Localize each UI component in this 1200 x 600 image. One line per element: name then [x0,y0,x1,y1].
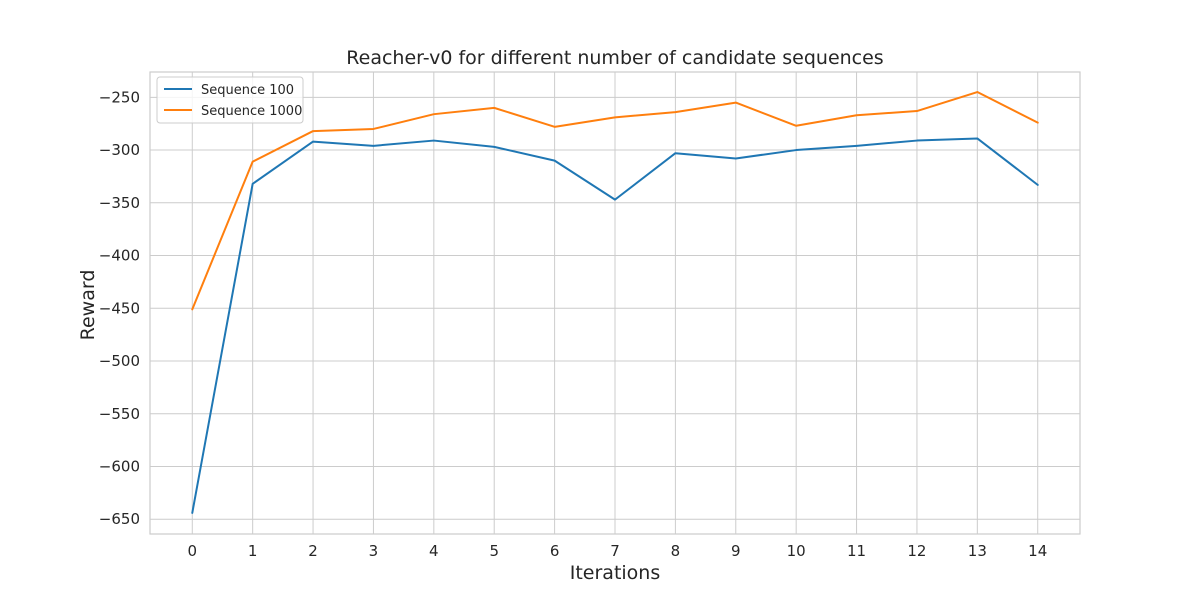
legend-label-sequence-100: Sequence 100 [201,83,294,98]
y-axis-label: Reward [77,270,99,341]
series-lines [191,91,1039,514]
y-tick-label: −500 [99,352,140,370]
y-tick-label: −300 [99,141,140,159]
y-tick-label: −550 [99,405,140,423]
y-tick-label: −350 [99,194,140,212]
grid [150,72,1080,534]
x-tick-label: 2 [308,542,318,560]
series-line-sequence-100 [191,137,1039,514]
chart-title: Reacher-v0 for different number of candi… [346,47,883,69]
x-tick-label: 1 [248,542,258,560]
series-line-sequence-1000 [191,91,1039,311]
x-tick-label: 7 [610,542,620,560]
y-tick-label: −250 [99,88,140,106]
x-tick-label: 10 [787,542,806,560]
x-axis-label: Iterations [570,562,661,584]
x-tick-label: 3 [369,542,379,560]
x-tick-label: 9 [731,542,741,560]
x-tick-label: 11 [847,542,866,560]
y-tick-label: −450 [99,299,140,317]
x-tick-label: 14 [1028,542,1047,560]
y-tick-label: −400 [99,247,140,265]
legend: Sequence 100 Sequence 1000 [156,76,304,124]
tick-labels: 0 1 2 3 4 5 6 7 8 9 10 11 12 13 14−250−300−350−400−450… [99,88,1047,560]
y-tick-label: −600 [99,457,140,475]
x-tick-label: 0 [187,542,197,560]
legend-label-sequence-1000: Sequence 1000 [201,104,302,119]
x-tick-label: 6 [550,542,560,560]
x-tick-label: 8 [671,542,681,560]
x-tick-label: 4 [429,542,439,560]
plot-area-frame [149,71,1081,535]
x-tick-label: 5 [489,542,499,560]
x-tick-label: 13 [968,542,987,560]
x-tick-label: 12 [907,542,926,560]
legend-box [156,76,304,124]
y-tick-label: −650 [99,510,140,528]
